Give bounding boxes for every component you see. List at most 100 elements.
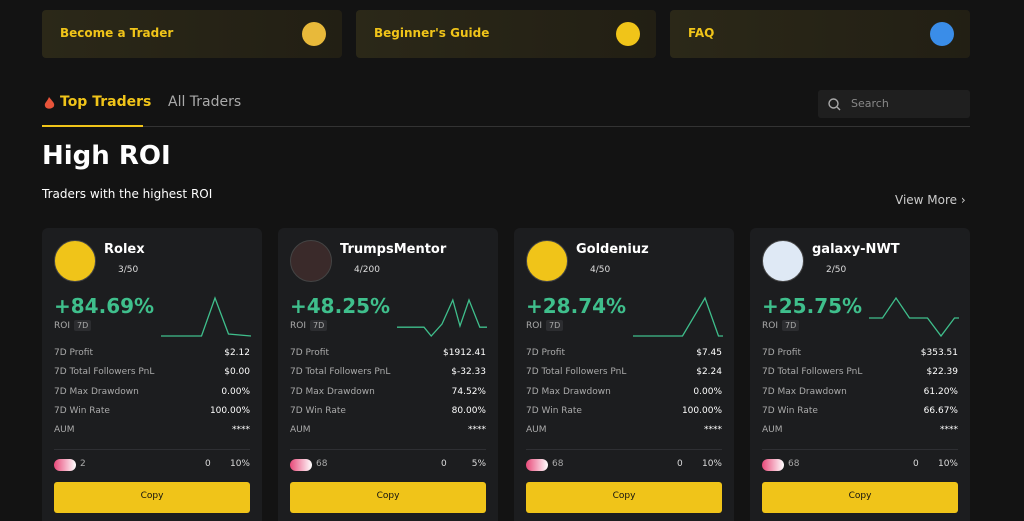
stat-value: 66.67% xyxy=(923,405,958,416)
stat-value: $22.39 xyxy=(926,367,959,378)
avatar xyxy=(526,240,568,282)
copy-button[interactable]: Copy xyxy=(290,482,486,513)
followers: 4/50 xyxy=(590,265,611,275)
sparkline-path xyxy=(397,298,487,337)
top-link-icon xyxy=(616,22,640,46)
top-link-icon xyxy=(302,22,326,46)
comment-count: 0 xyxy=(205,459,211,469)
tab[interactable]: All Traders xyxy=(168,94,242,110)
copier-avatars xyxy=(54,459,76,471)
top-link-icon xyxy=(930,22,954,46)
top-link[interactable]: FAQ xyxy=(670,10,970,58)
stat-value: 100.00% xyxy=(681,405,722,416)
roi-value: +48.25% xyxy=(290,294,391,318)
sparkline-path xyxy=(633,296,723,337)
stat-value: $7.45 xyxy=(696,348,722,358)
period-tag: 7D xyxy=(310,320,328,331)
trader-card: Rolex 3/50 +84.69% ROI 7D 7D Profit $2.12 7D To… xyxy=(42,228,262,521)
search-placeholder: Search xyxy=(851,97,889,110)
stat-label: 7D Max Drawdown xyxy=(54,386,139,397)
stat-label: 7D Profit xyxy=(290,348,329,358)
comment-count: 0 xyxy=(913,459,919,469)
stat-value: 74.52% xyxy=(451,386,486,397)
trader-name[interactable]: Rolex xyxy=(104,242,145,257)
comment-count: 0 xyxy=(677,459,683,469)
stat-label: 7D Max Drawdown xyxy=(762,386,847,397)
copier-count: 68 xyxy=(552,459,564,469)
stat-value: $353.51 xyxy=(920,348,958,358)
period-tag: 7D xyxy=(782,320,800,331)
stat-value: $2.12 xyxy=(224,348,250,358)
roi-label: ROI xyxy=(290,321,306,331)
copier-avatars xyxy=(290,459,312,471)
view-more[interactable]: View More › xyxy=(895,193,966,207)
stat-value: **** xyxy=(940,425,958,436)
stat-label: 7D Win Rate xyxy=(290,405,346,416)
stat-label: 7D Profit xyxy=(526,348,565,358)
copy-button-label[interactable]: Copy xyxy=(140,491,164,501)
sparkline-path xyxy=(161,296,252,337)
stat-label: 7D Win Rate xyxy=(762,405,818,416)
search-box[interactable]: Search xyxy=(818,90,970,118)
copy-button[interactable]: Copy xyxy=(526,482,722,513)
trader-card: TrumpsMentor 4/200 +48.25% ROI 7D 7D Profit $1… xyxy=(278,228,498,521)
top-link-label[interactable]: FAQ xyxy=(688,26,715,40)
roi-value: +25.75% xyxy=(762,294,863,318)
stat-value: **** xyxy=(704,425,722,436)
avatar xyxy=(54,240,96,282)
stat-value: **** xyxy=(232,425,250,436)
copy-button[interactable]: Copy xyxy=(54,482,250,513)
stat-value: 0.00% xyxy=(221,386,250,397)
tab-underline xyxy=(42,125,143,127)
roi-label: ROI xyxy=(526,321,542,331)
copier-avatars xyxy=(762,459,784,471)
sparkline xyxy=(161,296,252,337)
search-icon xyxy=(828,98,841,111)
stat-value: $1912.41 xyxy=(443,348,486,358)
stat-label: AUM xyxy=(526,425,547,436)
card-divider xyxy=(290,449,486,450)
avatar xyxy=(762,240,804,282)
profit-share: 10% xyxy=(229,459,250,469)
top-link[interactable]: Become a Trader xyxy=(42,10,342,58)
divider xyxy=(42,126,970,127)
followers: 3/50 xyxy=(118,265,139,275)
stat-label: 7D Profit xyxy=(54,348,93,358)
copier-avatars xyxy=(526,459,548,471)
copier-count: 68 xyxy=(316,459,328,469)
comment-count: 0 xyxy=(441,459,447,469)
sparkline xyxy=(633,296,723,337)
view-more-text[interactable]: View More xyxy=(895,193,958,207)
section-subtitle: Traders with the highest ROI xyxy=(42,187,213,201)
card-divider xyxy=(762,449,958,450)
top-link[interactable]: Beginner's Guide xyxy=(356,10,656,58)
stat-value: **** xyxy=(468,425,486,436)
stat-value: 0.00% xyxy=(693,386,722,397)
stat-label: 7D Total Followers PnL xyxy=(54,367,155,378)
copy-button-label[interactable]: Copy xyxy=(612,491,636,501)
stat-label: 7D Profit xyxy=(762,348,801,358)
copy-button-label[interactable]: Copy xyxy=(376,491,400,501)
period-tag: 7D xyxy=(74,320,92,331)
top-link-label[interactable]: Become a Trader xyxy=(60,26,174,40)
stat-value: 61.20% xyxy=(923,386,958,397)
stat-label: 7D Total Followers PnL xyxy=(290,367,391,378)
trader-name[interactable]: Goldeniuz xyxy=(576,242,649,257)
top-link-label[interactable]: Beginner's Guide xyxy=(374,26,490,40)
tab[interactable]: Top Traders xyxy=(60,94,152,110)
trader-name[interactable]: TrumpsMentor xyxy=(340,242,447,257)
roi-value: +84.69% xyxy=(54,294,155,318)
section-title: High ROI xyxy=(42,141,171,171)
card-divider xyxy=(526,449,722,450)
copier-count: 2 xyxy=(80,459,86,469)
trader-name[interactable]: galaxy-NWT xyxy=(812,242,900,257)
sparkline xyxy=(397,298,487,337)
stat-value: $2.24 xyxy=(696,367,722,378)
stat-label: 7D Max Drawdown xyxy=(526,386,611,397)
stat-label: 7D Total Followers PnL xyxy=(526,367,627,378)
copy-button[interactable]: Copy xyxy=(762,482,958,513)
stat-label: AUM xyxy=(54,425,75,436)
copy-button-label[interactable]: Copy xyxy=(848,491,872,501)
copier-count: 68 xyxy=(788,459,800,469)
